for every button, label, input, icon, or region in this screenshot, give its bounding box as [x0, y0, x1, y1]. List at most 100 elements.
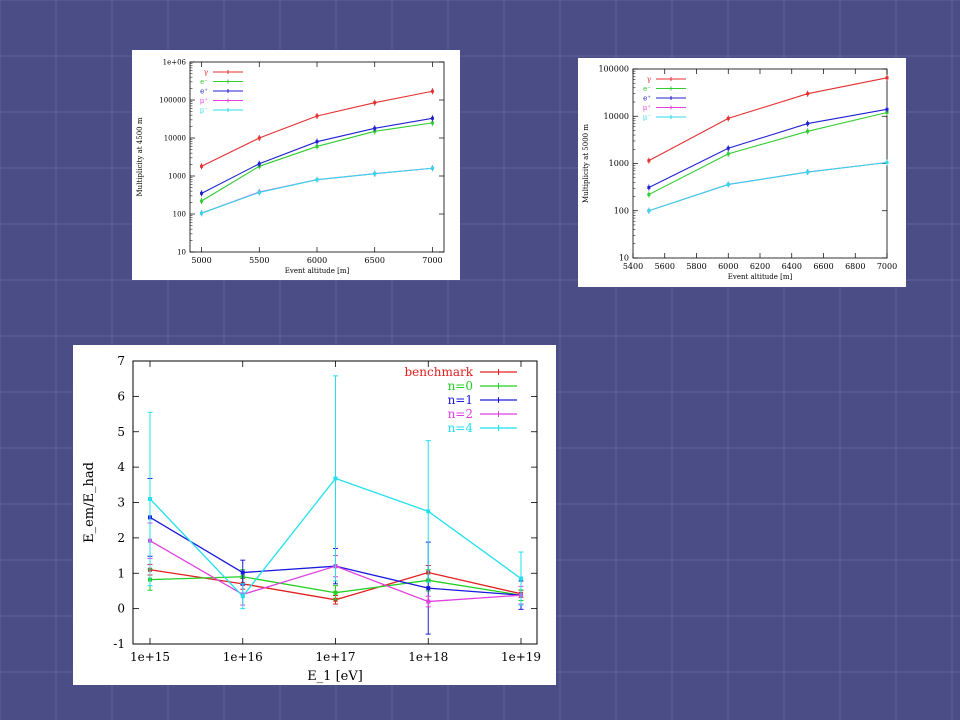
x-tick-label: 5600 [655, 262, 675, 271]
data-point [430, 166, 434, 170]
data-point [885, 76, 889, 80]
legend-label: n=1 [448, 393, 473, 407]
y-axis-label: Multiplicity at 5000 m [582, 124, 590, 203]
y-tick-label: 1 [117, 566, 125, 580]
x-tick-label: 5000 [191, 256, 211, 265]
data-point [240, 594, 245, 599]
series-2 [647, 109, 889, 198]
multiplicity-4500m-chart: 10 100 1000 10000 100000 1e+06 5000 5500 6000 650… [136, 59, 445, 275]
series-line [648, 161, 888, 212]
legend-label: e⁺ [200, 88, 208, 96]
y-tick-label: 10000 [164, 135, 186, 143]
multiplicity-5000m-chart: 10 100 1000 10000 100000 5400 5600 5800 6000 6200… [582, 65, 897, 282]
data-point [726, 152, 730, 156]
x-tick-label: 7000 [877, 262, 897, 271]
data-point [426, 599, 431, 604]
x-tick-label: 6200 [750, 262, 770, 271]
data-point [200, 191, 204, 195]
data-point [647, 209, 651, 213]
x-tick-label: 5800 [686, 262, 706, 271]
series-4 [647, 159, 889, 214]
x-tick-label: 6000 [718, 262, 738, 271]
legend-label: μ⁻ [200, 107, 209, 115]
data-point [315, 140, 319, 144]
legend-label: e⁻ [200, 78, 208, 86]
series-2 [200, 119, 434, 204]
y-tick-label: -1 [113, 637, 125, 651]
data-point [426, 586, 431, 591]
data-point [647, 186, 651, 190]
data-point [373, 129, 377, 133]
series-4 [200, 165, 434, 217]
chart-panel-energy-ratio: -1 0 1 2 3 4 5 6 7 1e+15 1e+16 1e+17 1e+18 1e+19 E_1 [… [73, 345, 556, 685]
series-line [648, 77, 888, 162]
data-point [430, 116, 434, 120]
x-tick-label: 6400 [782, 262, 802, 271]
series-1 [200, 88, 434, 170]
y-tick-label: 4 [117, 460, 125, 474]
legend-label: μ⁻ [643, 114, 652, 122]
x-axis-label: Event altitude [m] [728, 273, 793, 281]
y-tick-label: 0 [117, 602, 125, 616]
data-point [257, 136, 261, 140]
x-tick-label: 1e+19 [501, 650, 541, 664]
legend-label: μ⁺ [200, 97, 209, 105]
y-axis-label: E_em/E_had [82, 462, 97, 543]
y-tick-label: 3 [117, 496, 125, 510]
data-point [373, 172, 377, 176]
data-point [726, 146, 730, 150]
series-5 [647, 159, 889, 214]
legend-label: γ [204, 69, 208, 77]
data-point [200, 199, 204, 203]
y-tick-label: 1e+06 [163, 59, 187, 67]
data-point [806, 129, 810, 133]
data-point [726, 116, 730, 120]
data-point [647, 159, 651, 163]
data-point [430, 89, 434, 93]
x-tick-label: 6500 [365, 256, 385, 265]
y-tick-label: 6 [117, 389, 125, 403]
legend-label: n=4 [448, 421, 474, 435]
y-tick-label: 10 [177, 249, 186, 257]
x-tick-label: 1e+16 [223, 650, 263, 664]
x-tick-label: 6800 [845, 262, 865, 271]
data-point [885, 160, 889, 164]
data-point [373, 126, 377, 130]
y-tick-label: 100 [614, 206, 629, 215]
data-point [426, 509, 431, 514]
y-tick-label: 100000 [598, 65, 629, 74]
legend-label: n=0 [448, 379, 473, 393]
chart-panel-4500m: 10 100 1000 10000 100000 1e+06 5000 5500 6000 650… [132, 50, 460, 280]
y-tick-label: 10 [619, 254, 629, 263]
data-point [806, 170, 810, 174]
y-tick-label: 1000 [609, 159, 629, 168]
data-point [315, 144, 319, 148]
energy-ratio-chart: -1 0 1 2 3 4 5 6 7 1e+15 1e+16 1e+17 1e+18 1e+19 E_1 [… [82, 354, 541, 684]
data-point [200, 211, 204, 215]
data-point [430, 121, 434, 125]
series-1 [647, 74, 889, 164]
series-n=4 [147, 375, 524, 610]
data-point [726, 182, 730, 186]
legend-label: e⁻ [643, 85, 651, 93]
x-tick-label: 1e+15 [130, 650, 170, 664]
x-axis-label: Event altitude [m] [285, 267, 350, 275]
data-point [333, 476, 338, 481]
series-line [648, 111, 888, 196]
x-axis-label: E_1 [eV] [307, 669, 363, 684]
data-point [315, 114, 319, 118]
series-line [201, 122, 433, 202]
data-point [806, 92, 810, 96]
x-tick-label: 7000 [422, 256, 442, 265]
x-tick-label: 5500 [249, 256, 269, 265]
y-tick-label: 7 [117, 354, 125, 368]
y-tick-label: 5 [117, 425, 125, 439]
data-point [885, 107, 889, 111]
legend-label: e⁺ [643, 95, 651, 103]
series-3 [200, 115, 434, 197]
data-point [148, 496, 152, 501]
series-line [201, 90, 433, 167]
legend-label: n=2 [448, 407, 473, 421]
legend-label: γ [647, 76, 651, 84]
data-point [315, 178, 319, 182]
